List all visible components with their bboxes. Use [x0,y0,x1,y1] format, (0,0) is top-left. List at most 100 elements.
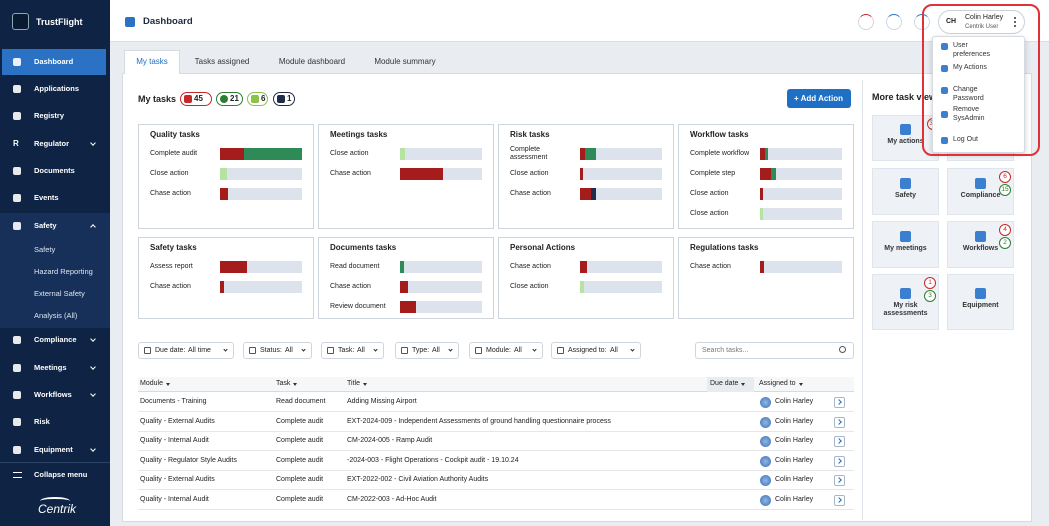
table-cell: Colin Harley [775,398,814,405]
view-tile[interactable] [872,168,939,215]
row-label: Chase action [150,283,191,290]
view-tile[interactable] [872,221,939,268]
progress-track [580,168,662,180]
table-cell: Complete audit [276,456,324,464]
row-open-button[interactable] [834,475,845,487]
row-open-button[interactable] [834,495,845,506]
table-cell: Colin Harley [775,476,814,484]
table-cell: Documents - Training [140,398,207,405]
header-icon[interactable] [858,14,874,30]
row-label: Close action [690,210,729,217]
row-label: Complete step [690,170,736,177]
row-label: Chase action [690,263,731,270]
nav-item[interactable]: Applications [34,84,80,93]
progress-segment [243,148,302,160]
menu-item[interactable]: User preferences [953,42,990,58]
header-icon[interactable] [886,14,902,30]
progress-segment [760,148,765,160]
nav-item[interactable]: Meetings [34,363,67,372]
footer-swoosh [40,497,70,505]
filter-value: All [285,347,293,354]
user-pill[interactable] [938,10,1025,34]
column-header[interactable]: Title [347,380,360,387]
filter-label: Task: [338,347,355,354]
row-open-button[interactable] [834,416,845,428]
kebab-dot [1014,21,1016,23]
add-action-button[interactable] [787,89,851,108]
nav-item[interactable]: Documents [34,166,75,175]
nav-item[interactable]: Equipment [34,445,73,454]
nav-icon [13,364,21,372]
nav-icon [13,336,21,344]
nav-item[interactable]: Regulator [34,139,70,148]
progress-segment [400,148,405,160]
progress-segment [400,168,443,180]
nav-item[interactable]: Safety [34,221,57,230]
badge-count: 1 [287,94,292,103]
sort-caret [363,383,367,386]
nav-item[interactable]: Risk [34,417,50,426]
nav-icon [13,167,21,175]
view-tile[interactable] [947,274,1014,330]
progress-track [400,301,482,313]
tab[interactable]: Tasks assigned [194,57,250,66]
nav-subitem[interactable]: Hazard Reporting [34,267,93,276]
progress-track [580,281,662,293]
row-label: Close action [510,170,549,177]
progress-track [760,261,842,273]
filter-dropdown[interactable] [551,342,641,359]
tile-icon [900,288,911,299]
nav-subitem[interactable]: External Safety [34,289,85,298]
table-cell: Complete audit [276,417,324,425]
nav-item[interactable]: Dashboard [34,57,74,66]
nav-item[interactable]: Compliance [34,335,77,344]
filter-dropdown[interactable] [469,342,543,359]
tile-label: Equipment [962,302,999,309]
filter-dropdown[interactable] [321,342,384,359]
progress-track [580,261,662,273]
tab[interactable]: Module dashboard [278,57,346,66]
nav-item[interactable]: Registry [34,111,65,120]
search-icon [839,346,846,353]
menu-item[interactable]: Change Password [953,86,984,102]
menu-item[interactable]: Log Out [953,136,978,143]
search-box[interactable] [695,342,854,359]
badge-icon [277,95,285,103]
column-header[interactable]: Module [140,380,163,387]
nav-icon [13,418,21,426]
progress-segment [584,148,597,160]
column-header[interactable]: Assigned to [759,380,796,387]
filter-dropdown[interactable] [138,342,234,359]
badge-count: 45 [194,94,203,103]
menu-icon [941,111,948,118]
menu-item[interactable]: Remove SysAdmin [953,106,985,122]
column-header[interactable]: Due date [710,380,739,387]
table-row-border [138,411,854,412]
collapse-menu[interactable]: Collapse menu [34,470,88,479]
progress-track [760,148,842,160]
tab[interactable]: My tasks [136,57,168,66]
row-open-button[interactable] [834,455,845,467]
progress-segment [220,168,227,180]
count-badge [216,92,243,106]
filter-dropdown[interactable] [395,342,459,359]
progress-track [400,281,482,293]
nav-subitem[interactable]: Analysis (All) [34,311,78,320]
tile-icon [975,288,986,299]
nav-divider [0,462,110,463]
filter-dropdown[interactable] [243,342,312,359]
nav-item[interactable]: Events [34,193,59,202]
filter-label: Due date: [155,347,186,354]
progress-segment [580,281,585,293]
menu-item[interactable]: My Actions [953,64,987,71]
filter-value: All [357,347,365,354]
column-header[interactable]: Task [276,380,291,387]
row-open-button[interactable] [834,436,845,448]
card-title: Personal Actions [510,243,576,252]
card-title: Risk tasks [510,130,550,139]
tab[interactable]: Module summary [374,57,436,66]
row-open-button[interactable] [834,397,845,408]
nav-subitem[interactable]: Safety [34,245,56,254]
sort-caret [166,383,170,386]
nav-item[interactable]: Workflows [34,390,72,399]
